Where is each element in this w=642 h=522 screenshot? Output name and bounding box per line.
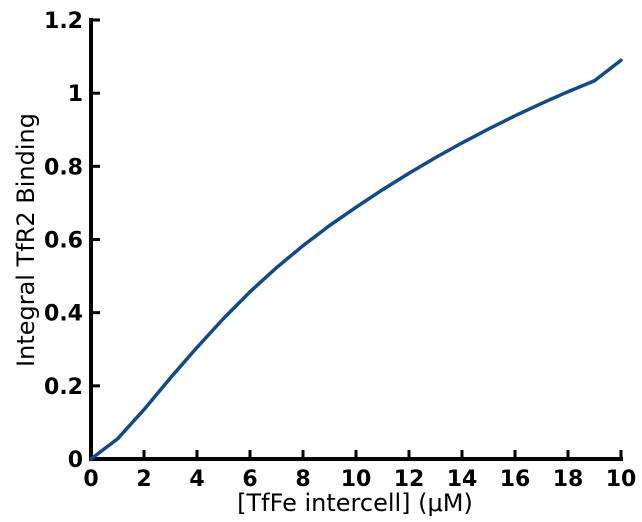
y-tick-label: 0.8 (44, 155, 83, 180)
x-tick-label: 0 (83, 467, 98, 492)
x-axis-label: [TfFe intercell] (μM) (237, 489, 473, 517)
y-tick-label: 0.6 (44, 229, 83, 254)
x-tick-label: 2 (136, 467, 151, 492)
series-line (89, 58, 623, 461)
y-axis: 0 0.2 0.4 0.6 0.8 1 1.2 (44, 9, 100, 473)
y-tick-label: 0.4 (44, 302, 83, 327)
x-tick-label: 6 (242, 467, 257, 492)
y-axis-label: Integral TfR2 Binding (12, 113, 40, 367)
x-tick-label: 12 (394, 467, 425, 492)
x-axis: 0 2 4 6 8 10 12 14 16 18 10 (83, 450, 636, 492)
x-tick-label: 4 (189, 467, 204, 492)
x-tick-label: 16 (500, 467, 531, 492)
x-tick-label: 8 (295, 467, 310, 492)
y-tick-label: 1 (68, 82, 83, 107)
y-tick-label: 0 (68, 448, 83, 473)
series-group (89, 58, 623, 461)
x-tick-label: 14 (447, 467, 478, 492)
x-tick-label: 10 (341, 467, 372, 492)
x-tick-label: 18 (553, 467, 584, 492)
x-tick-label: 10 (606, 467, 637, 492)
y-tick-label: 0.2 (44, 375, 83, 400)
y-tick-label: 1.2 (44, 9, 83, 34)
